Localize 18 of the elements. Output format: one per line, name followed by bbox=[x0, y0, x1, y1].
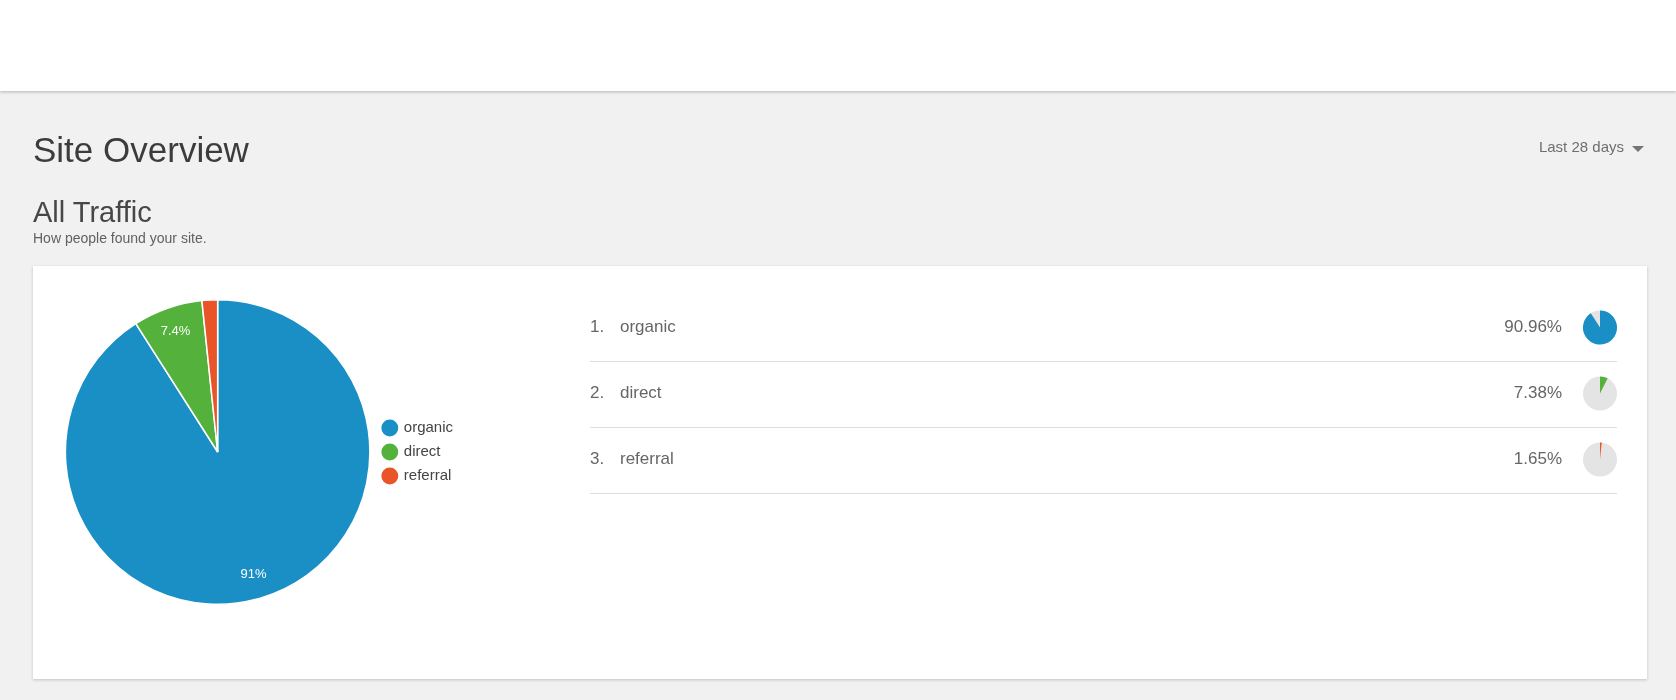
legend-label: referral bbox=[403, 466, 452, 484]
category-label: referral bbox=[620, 449, 674, 469]
text: Last 28 days bbox=[1538, 138, 1624, 155]
data-label: 7.4% bbox=[160, 322, 191, 338]
text: 2. bbox=[590, 383, 605, 403]
legend-label: direct bbox=[403, 442, 442, 460]
text: 3. bbox=[590, 449, 605, 469]
category-label: organic bbox=[620, 317, 677, 337]
category-label: direct bbox=[620, 383, 662, 403]
data-label: 91% bbox=[240, 566, 267, 582]
text: 1. bbox=[590, 317, 605, 337]
text: Site Overview bbox=[33, 130, 249, 170]
chart-title: All Traffic bbox=[33, 196, 152, 229]
data-label: 1.65% bbox=[1513, 449, 1562, 469]
data-label: 7.38% bbox=[1513, 383, 1562, 403]
chart-subtitle: How people found your site. bbox=[33, 230, 207, 247]
data-label: 90.96% bbox=[1504, 317, 1562, 337]
legend-label: organic bbox=[403, 418, 454, 436]
